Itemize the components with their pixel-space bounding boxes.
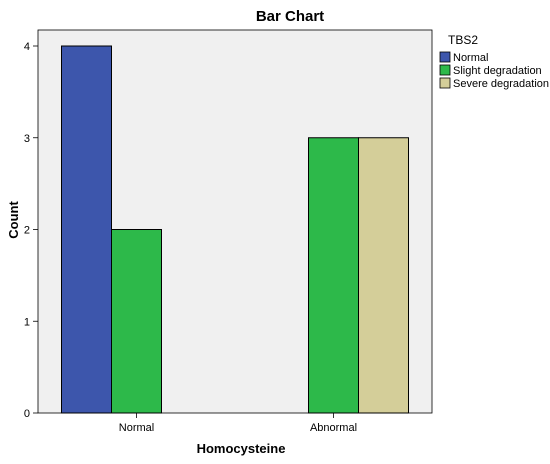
- y-tick-label: 1: [24, 316, 30, 328]
- y-tick-label: 2: [24, 225, 30, 237]
- legend-label: Severe degradation: [453, 78, 549, 90]
- y-tick-label: 0: [24, 408, 30, 420]
- bar-normal-normal: [61, 45, 112, 414]
- legend-title: TBS2: [448, 33, 478, 47]
- y-axis: 0 1 2 3 4: [24, 41, 38, 420]
- bar-severe-degradation-abnormal: [358, 137, 409, 414]
- x-tick-label: Normal: [119, 422, 154, 434]
- bar-slight-degradation-normal: [111, 229, 162, 414]
- y-axis-label: Count: [6, 201, 21, 239]
- x-axis-label: Homocysteine: [197, 441, 286, 456]
- x-axis: Normal Abnormal: [119, 413, 357, 434]
- chart-title: Bar Chart: [256, 8, 324, 25]
- legend-swatch: [439, 64, 451, 76]
- legend-swatch: [439, 77, 451, 89]
- legend-swatch: [439, 51, 451, 63]
- x-tick-label: Abnormal: [310, 422, 357, 434]
- bar-slight-degradation-abnormal: [308, 137, 359, 414]
- legend-label: Normal: [453, 52, 488, 64]
- y-tick-label: 3: [24, 133, 30, 145]
- bars: [61, 45, 409, 414]
- y-tick-label: 4: [24, 41, 30, 53]
- legend-label: Slight degradation: [453, 65, 542, 77]
